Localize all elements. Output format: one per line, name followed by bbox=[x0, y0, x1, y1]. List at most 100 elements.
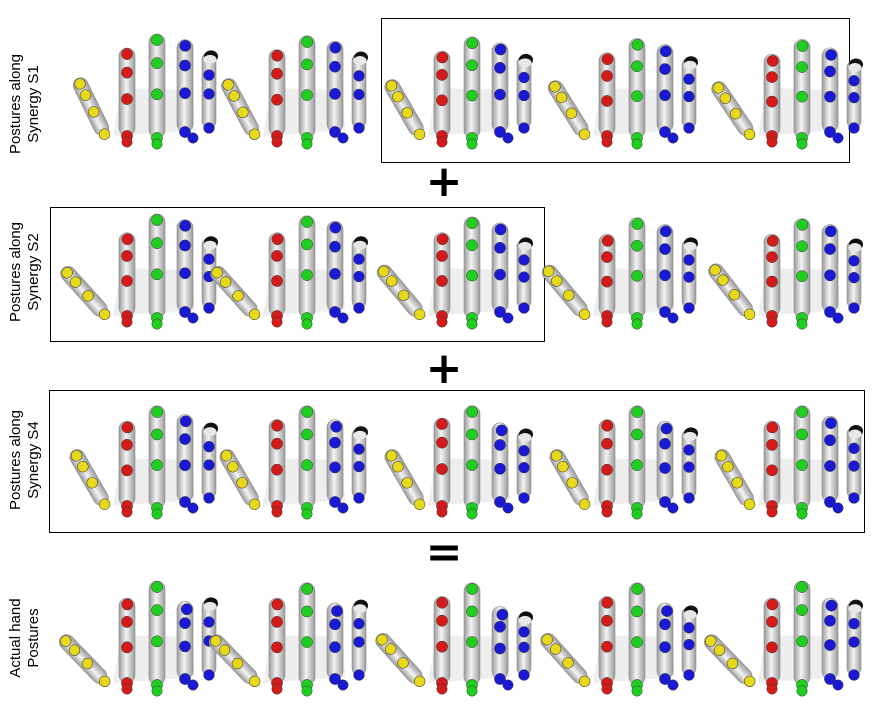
little-side-marker-2 bbox=[683, 622, 695, 634]
finger-thumb bbox=[549, 449, 591, 510]
ring-marker-0 bbox=[179, 306, 191, 318]
index-marker-2 bbox=[121, 250, 133, 262]
ring-bone bbox=[656, 44, 674, 133]
row-label-s1-line1: Postures along bbox=[7, 53, 24, 155]
index-bone bbox=[118, 47, 136, 137]
hand-posture-s1-4 bbox=[547, 18, 705, 158]
finger-middle bbox=[298, 215, 316, 324]
thumb-marker-1 bbox=[566, 477, 578, 489]
ring-marker-2 bbox=[824, 243, 836, 255]
wrist-marker-middle bbox=[301, 508, 313, 520]
wrist-marker-ring bbox=[667, 132, 679, 144]
row-label-actual-line1: Actual hand bbox=[7, 598, 24, 678]
wrist-marker-middle bbox=[466, 138, 478, 150]
middle-bone bbox=[463, 216, 481, 319]
wrist-marker-index bbox=[436, 316, 448, 328]
finger-middle bbox=[628, 582, 646, 691]
finger-middle bbox=[463, 405, 481, 514]
wrist-marker-ring bbox=[337, 132, 349, 144]
little-side-marker-2 bbox=[518, 626, 530, 638]
ring-marker-3 bbox=[329, 221, 342, 234]
index-marker-1 bbox=[436, 640, 448, 653]
little-side-marker-2 bbox=[848, 75, 860, 87]
finger-little-side bbox=[681, 56, 698, 134]
middle-marker-3 bbox=[631, 218, 644, 230]
hand-model bbox=[58, 580, 218, 697]
ring-marker-1 bbox=[329, 268, 341, 280]
wrist-marker-middle bbox=[466, 318, 478, 330]
ring-marker-2 bbox=[179, 433, 191, 445]
hand-model bbox=[69, 405, 218, 520]
little-side-marker-0 bbox=[353, 302, 365, 314]
thumb-marker-0 bbox=[248, 498, 261, 510]
index-bone bbox=[433, 596, 451, 684]
thumb-marker-0 bbox=[743, 675, 756, 687]
middle-marker-3 bbox=[796, 406, 809, 418]
ring-marker-2 bbox=[659, 437, 671, 450]
index-marker-2 bbox=[601, 70, 613, 82]
little-side-marker-2 bbox=[683, 444, 695, 456]
index-marker-3 bbox=[766, 598, 779, 611]
ring-marker-3 bbox=[659, 45, 672, 58]
wrist-marker-ring bbox=[502, 312, 514, 324]
finger-thumb bbox=[58, 634, 111, 687]
ring-marker-0 bbox=[494, 126, 506, 138]
hand-model bbox=[221, 35, 368, 150]
finger-thumb bbox=[714, 449, 756, 510]
finger-thumb bbox=[384, 449, 426, 510]
thumb-marker-3 bbox=[70, 450, 83, 462]
finger-thumb bbox=[540, 633, 591, 687]
ring-marker-1 bbox=[179, 87, 191, 100]
middle-marker-2 bbox=[151, 604, 163, 616]
middle-marker-1 bbox=[796, 459, 808, 471]
ring-marker-3 bbox=[179, 219, 192, 232]
middle-marker-1 bbox=[466, 269, 478, 282]
ring-marker-3 bbox=[495, 424, 508, 437]
thumb-marker-1 bbox=[563, 289, 575, 301]
middle-bone bbox=[298, 215, 316, 319]
little-side-marker-0 bbox=[518, 492, 530, 504]
ring-marker-0 bbox=[659, 496, 671, 508]
index-bone bbox=[118, 420, 136, 507]
finger-index bbox=[433, 50, 451, 142]
index-marker-3 bbox=[601, 235, 614, 247]
finger-index bbox=[118, 47, 136, 142]
middle-marker-1 bbox=[631, 636, 643, 648]
middle-marker-2 bbox=[631, 60, 643, 73]
finger-little-side bbox=[846, 599, 863, 681]
index-marker-3 bbox=[766, 55, 779, 67]
index-bone bbox=[433, 232, 451, 317]
thumb-marker-2 bbox=[384, 643, 397, 655]
hand-model bbox=[208, 582, 368, 697]
middle-marker-1 bbox=[301, 459, 313, 471]
index-marker-2 bbox=[121, 439, 133, 451]
ring-marker-3 bbox=[824, 225, 837, 238]
ring-marker-1 bbox=[179, 640, 191, 653]
little-side-marker-2 bbox=[518, 254, 530, 266]
ring-marker-1 bbox=[179, 267, 191, 280]
ring-marker-3 bbox=[329, 41, 342, 54]
index-bone bbox=[598, 419, 616, 507]
ring-marker-2 bbox=[494, 620, 506, 633]
thumb-marker-2 bbox=[555, 91, 568, 104]
wrist-marker-middle bbox=[151, 508, 163, 520]
middle-marker-2 bbox=[631, 239, 643, 252]
index-bone bbox=[763, 597, 781, 684]
thumb-marker-3 bbox=[550, 450, 563, 462]
middle-marker-3 bbox=[151, 581, 163, 593]
index-marker-2 bbox=[436, 250, 448, 262]
middle-marker-3 bbox=[151, 406, 164, 418]
thumb-marker-2 bbox=[557, 461, 569, 473]
hand-posture-s4-5 bbox=[714, 388, 870, 528]
little-side-marker-2 bbox=[353, 443, 365, 455]
middle-marker-3 bbox=[466, 37, 479, 50]
finger-little-side bbox=[351, 599, 368, 681]
little-side-marker-1 bbox=[518, 641, 530, 653]
ring-marker-3 bbox=[179, 39, 192, 52]
wrist-marker-ring bbox=[832, 312, 844, 324]
finger-ring bbox=[491, 42, 509, 138]
ring-marker-0 bbox=[659, 673, 671, 685]
thumb-marker-2 bbox=[713, 644, 726, 656]
middle-marker-3 bbox=[301, 36, 314, 48]
wrist-marker-index bbox=[766, 316, 778, 328]
